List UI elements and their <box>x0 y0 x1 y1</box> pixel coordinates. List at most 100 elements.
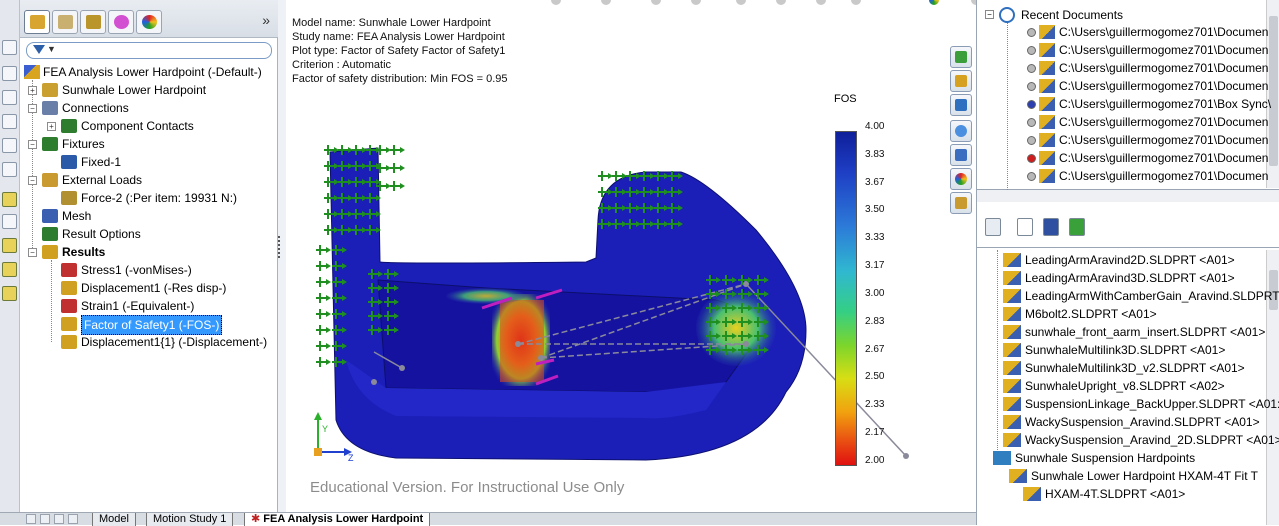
status-icon <box>1027 154 1036 163</box>
task-pane-appearance-icon[interactable] <box>950 168 972 190</box>
folder-icon <box>993 451 1011 465</box>
legend-colorbar <box>835 131 857 466</box>
splitter-grip[interactable] <box>278 236 286 258</box>
collapse-icon[interactable]: − <box>28 176 37 185</box>
part-file-icon <box>1039 151 1055 165</box>
tab-feature-manager[interactable] <box>24 10 50 34</box>
legend-tick-label: 3.67 <box>865 176 885 188</box>
cube-front-icon[interactable] <box>2 114 17 129</box>
expand-icon[interactable]: + <box>28 86 37 95</box>
last-tab-arrow-icon[interactable] <box>68 514 78 524</box>
hide-show-icon[interactable] <box>816 0 826 5</box>
tree-item-icon <box>42 137 58 151</box>
recent-documents-title: Recent Documents <box>1021 8 1124 22</box>
legend-title: FOS <box>834 93 857 105</box>
tree-item-label: Force-2 (:Per item: 19931 N:) <box>81 191 238 205</box>
clock-icon <box>999 7 1015 23</box>
part-file-name: SunwhaleMultilink3D.SLDPRT <A01> <box>1025 343 1226 357</box>
view-tool-icon[interactable] <box>2 66 17 81</box>
first-tab-arrow-icon[interactable] <box>26 514 36 524</box>
status-icon <box>1027 46 1036 55</box>
collapse-icon[interactable]: − <box>28 140 37 149</box>
filter-icon <box>33 45 45 54</box>
fea-model-render: Y Z <box>314 145 909 463</box>
part-file-icon <box>1039 43 1055 57</box>
save-library-icon[interactable] <box>1043 218 1059 236</box>
tree-item-icon <box>61 191 77 205</box>
legend-tick-label: 3.33 <box>865 232 885 244</box>
zoom-area-icon[interactable] <box>601 0 611 5</box>
status-icon <box>1027 28 1036 37</box>
tree-item-label: Result Options <box>62 227 141 241</box>
plot-tools-icon[interactable] <box>2 262 17 277</box>
tree-item-icon <box>61 281 77 295</box>
tab-model[interactable]: Model <box>92 513 136 526</box>
cube-view-icon[interactable] <box>2 90 17 105</box>
task-pane-refresh-icon[interactable] <box>950 120 972 142</box>
tree-item-label: Component Contacts <box>81 119 194 133</box>
sketch-tool-icon[interactable] <box>2 40 17 55</box>
design-library-toolbar <box>977 202 1279 248</box>
tab-motion-study[interactable]: Motion Study 1 <box>146 513 234 526</box>
collapse-icon[interactable]: − <box>28 248 37 257</box>
part-file-name: LeadingArmWithCamberGain_Aravind.SLDPRT <box>1025 289 1279 303</box>
prev-tab-arrow-icon[interactable] <box>40 514 50 524</box>
filter-dropdown-icon[interactable]: ▼ <box>47 44 56 54</box>
cube-right-icon[interactable] <box>2 162 17 177</box>
probe-icon[interactable] <box>2 214 17 229</box>
panel-splitter[interactable] <box>278 0 286 513</box>
part-file-name: SuspensionLinkage_BackUpper.SLDPRT <A01: <box>1025 397 1279 411</box>
task-pane-home-icon[interactable] <box>950 70 972 92</box>
part-file-name: WackySuspension_Aravind.SLDPRT <A01> <box>1025 415 1260 429</box>
tab-property-manager[interactable] <box>52 10 78 34</box>
part-file-icon <box>1039 133 1055 147</box>
tree-guide-line <box>1007 22 1008 190</box>
view-orientation-icon[interactable] <box>736 0 746 5</box>
scene-icon[interactable] <box>929 0 939 5</box>
feature-manager-tabs: » <box>20 0 278 38</box>
previous-view-icon[interactable] <box>651 0 661 5</box>
zoom-icon[interactable] <box>551 0 561 5</box>
section-view-icon[interactable] <box>691 0 701 5</box>
horizontal-scrollbar[interactable] <box>977 190 1279 202</box>
part-file-name: M6bolt2.SLDPRT <A01> <box>1025 307 1157 321</box>
expand-icon[interactable]: + <box>47 122 56 131</box>
tab-configuration-manager[interactable] <box>80 10 106 34</box>
refresh-library-icon[interactable] <box>1069 218 1085 236</box>
task-pane-library-icon[interactable] <box>950 94 972 116</box>
recent-document-path: C:\Users\guillermogomez701\Documen <box>1059 61 1269 75</box>
filter-field[interactable]: ▼ <box>26 42 272 59</box>
legend-tick-label: 3.00 <box>865 287 885 299</box>
collapse-icon[interactable]: − <box>985 10 994 19</box>
part-file-icon <box>1003 379 1021 393</box>
parts-list-scrollbar[interactable] <box>1266 250 1279 525</box>
status-icon <box>1027 172 1036 181</box>
add-location-icon[interactable] <box>985 218 1001 236</box>
expand-panel-icon[interactable]: » <box>262 12 270 28</box>
simulation-advisor-icon[interactable] <box>2 192 17 207</box>
compare-results-icon[interactable] <box>2 238 17 253</box>
edit-appearance-icon[interactable] <box>851 0 861 5</box>
cube-top-icon[interactable] <box>2 138 17 153</box>
help-icon[interactable] <box>1017 218 1033 236</box>
task-pane: − Recent Documents C:\Users\guillermogom… <box>976 0 1279 525</box>
collapse-icon[interactable]: − <box>28 104 37 113</box>
tab-fea-analysis[interactable]: ✱ FEA Analysis Lower Hardpoint <box>244 513 431 526</box>
recent-documents-scrollbar[interactable] <box>1266 0 1279 188</box>
task-pane-properties-icon[interactable] <box>950 192 972 214</box>
report-icon[interactable] <box>2 286 17 301</box>
status-icon <box>1027 64 1036 73</box>
tree-guide-line <box>997 250 998 460</box>
legend-tick-label: 2.50 <box>865 371 885 383</box>
display-style-icon[interactable] <box>776 0 786 5</box>
tab-dimxpert-manager[interactable] <box>108 10 134 34</box>
tree-item-label: Connections <box>62 101 129 115</box>
task-pane-resources-icon[interactable] <box>950 46 972 68</box>
legend-tick-label: 2.67 <box>865 343 885 355</box>
tab-display-manager[interactable] <box>136 10 162 34</box>
graphics-area[interactable]: Model name: Sunwhale Lower Hardpoint Stu… <box>286 0 981 513</box>
part-file-name: HXAM-4T.SLDPRT <A01> <box>1045 487 1186 501</box>
next-tab-arrow-icon[interactable] <box>54 514 64 524</box>
task-pane-explorer-icon[interactable] <box>950 144 972 166</box>
tree-item-label: Fixed-1 <box>81 155 122 169</box>
